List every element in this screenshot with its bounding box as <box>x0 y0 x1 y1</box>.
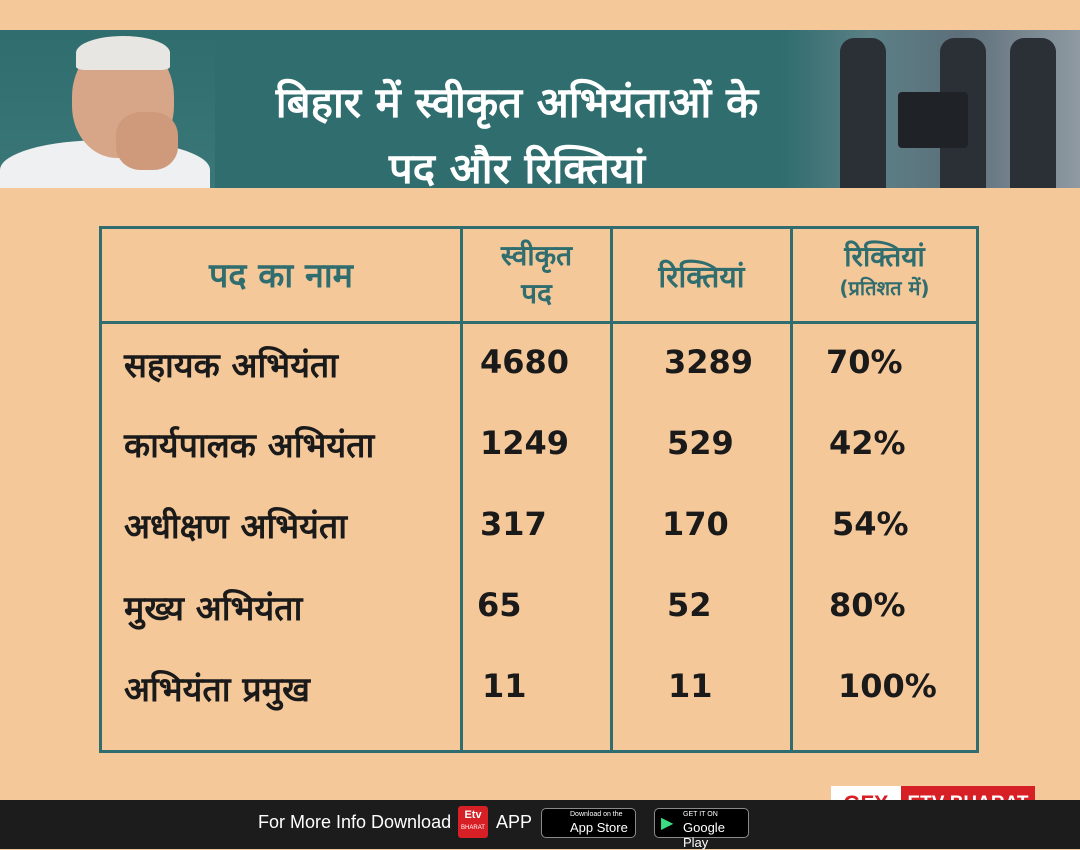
google-play-button[interactable]: ▶ GET IT ON Google Play <box>654 808 749 850</box>
header-sanctioned: स्वीकृत पद <box>463 237 610 313</box>
portrait-hand <box>116 112 178 170</box>
row-percent: 100% <box>838 667 937 705</box>
row-sanctioned: 1249 <box>480 424 570 462</box>
footer-bar: For More Info Download Etv BHARAT APP Do… <box>0 800 1080 850</box>
row-sanctioned: 4680 <box>480 343 570 381</box>
person-figure <box>840 38 886 188</box>
row-vacancies: 3289 <box>664 343 754 381</box>
column-divider <box>790 229 793 750</box>
header-divider <box>102 321 976 324</box>
portrait-photo <box>0 30 215 188</box>
row-post-name: अधीक्षण अभियंता <box>124 507 348 547</box>
row-post-name: अभियंता प्रमुख <box>124 670 310 710</box>
row-percent: 42% <box>829 424 906 462</box>
footer-app-text: APP <box>496 812 533 832</box>
google-play-big-text: Google Play <box>683 820 725 850</box>
vacancy-table: पद का नाम स्वीकृत पद रिक्तियां रिक्तियां… <box>99 226 979 753</box>
row-percent: 70% <box>826 343 903 381</box>
etv-app-logo-icon[interactable]: Etv BHARAT <box>458 806 488 838</box>
header-vacancy-percent-line2: (प्रतिशत में) <box>839 276 930 300</box>
portrait-hair <box>76 36 170 70</box>
row-sanctioned: 65 <box>477 586 522 624</box>
row-percent: 80% <box>829 586 906 624</box>
app-store-small-text: Download on the <box>570 811 623 818</box>
header-vacancy-percent-line1: रिक्तियां <box>844 240 925 273</box>
column-divider <box>460 229 463 750</box>
person-figure <box>1010 38 1056 188</box>
header-post-name: पद का नाम <box>209 256 353 296</box>
app-store-button[interactable]: Download on the App Store <box>541 808 636 838</box>
row-post-name: कार्यपालक अभियंता <box>124 426 375 466</box>
row-vacancies: 529 <box>667 424 734 462</box>
google-play-icon: ▶ <box>661 815 674 832</box>
row-sanctioned: 11 <box>482 667 527 705</box>
app-store-big-text: App Store <box>570 820 628 835</box>
footer-info-text: For More Info Download <box>258 812 452 832</box>
row-sanctioned: 317 <box>480 505 547 543</box>
row-percent: 54% <box>832 505 909 543</box>
title-line-2: पद और रिक्तियां <box>388 144 646 188</box>
row-post-name: मुख्य अभियंता <box>124 589 303 629</box>
title-line-1: बिहार में स्वीकृत अभियंताओं के <box>275 78 759 127</box>
header-sanctioned-line1: स्वीकृत <box>500 239 573 272</box>
etv-logo-sub: BHARAT <box>461 825 485 831</box>
google-play-small-text: GET IT ON <box>683 811 718 818</box>
page-title: बिहार में स्वीकृत अभियंताओं के पद और रिक… <box>212 70 822 188</box>
header-sanctioned-line2: पद <box>521 277 552 310</box>
column-divider <box>610 229 613 750</box>
row-vacancies: 11 <box>668 667 713 705</box>
row-vacancies: 170 <box>662 505 729 543</box>
briefcase-image <box>898 92 968 148</box>
etv-logo-text: Etv <box>464 809 482 821</box>
header-vacancy-percent: रिक्तियां (प्रतिशत में) <box>793 239 976 301</box>
header-vacancies: रिक्तियां <box>658 260 745 295</box>
background-photo <box>780 30 1080 188</box>
row-vacancies: 52 <box>667 586 712 624</box>
header-banner: बिहार में स्वीकृत अभियंताओं के पद और रिक… <box>0 30 1080 188</box>
row-post-name: सहायक अभियंता <box>124 346 339 386</box>
